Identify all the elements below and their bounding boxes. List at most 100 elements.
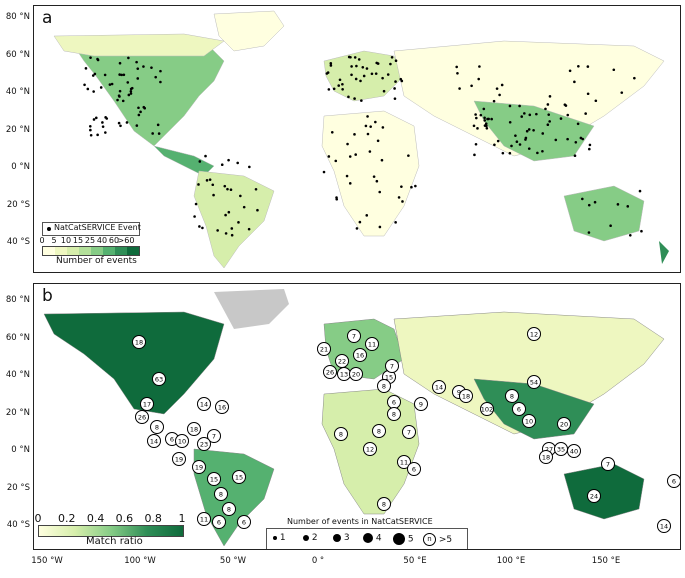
country-event-count-text: 102 xyxy=(481,406,493,414)
event-dot xyxy=(568,69,572,73)
country-event-count-text: 6 xyxy=(217,519,221,527)
event-dot xyxy=(226,187,229,191)
country-event-count-circle xyxy=(353,348,367,362)
country-event-count-circle xyxy=(522,414,536,428)
event-dot xyxy=(212,193,215,197)
country-event-count-text: 16 xyxy=(356,352,364,360)
lon-label: 0 ° xyxy=(311,556,325,566)
country-event-count-text: 11 xyxy=(200,516,208,524)
country-event-count: 12 xyxy=(363,442,377,456)
event-dot xyxy=(354,77,358,81)
event-dot xyxy=(159,69,162,73)
panel-a-colorbar-segment xyxy=(79,247,91,255)
country-event-count: 102 xyxy=(480,402,494,416)
country-event-count: 23 xyxy=(197,437,211,451)
country-event-count-circle xyxy=(397,455,411,469)
event-dot xyxy=(474,113,477,116)
lon-label: 50 °W xyxy=(219,556,247,566)
event-dot xyxy=(338,78,342,82)
lon-label: 100 °W xyxy=(124,556,156,566)
event-dot xyxy=(156,123,160,127)
panel-a-colorbar-tick: 0 xyxy=(39,236,45,245)
event-dot xyxy=(159,80,162,84)
event-dot xyxy=(99,86,103,89)
event-dot xyxy=(378,190,382,194)
event-dot xyxy=(224,213,227,217)
country-event-count: 20 xyxy=(349,367,363,381)
country-event-count-text: 16 xyxy=(218,404,226,412)
country-event-count: 63 xyxy=(152,372,166,386)
country-event-count-circle xyxy=(432,380,446,394)
country-event-count-text: 23 xyxy=(200,441,208,449)
event-dot xyxy=(366,115,369,118)
country-event-count-text: 54 xyxy=(530,379,538,387)
panel-a-colorbar-tick: 10 xyxy=(60,236,72,245)
event-dot xyxy=(493,143,496,147)
country-event-count-circle xyxy=(414,397,428,411)
country-event-count: 10 xyxy=(522,414,536,428)
size-legend-label: 2 xyxy=(309,533,318,543)
event-dot xyxy=(135,60,138,64)
country-event-count-text: 24 xyxy=(590,493,598,501)
event-dot xyxy=(586,92,590,96)
event-dot xyxy=(382,89,386,93)
event-dot xyxy=(485,127,489,130)
event-dot xyxy=(586,65,590,68)
panel-a-map: a NatCatSERVICE Event 0 5 10 15 25 40 60 >60 Nu… xyxy=(33,5,681,273)
north-america-b xyxy=(43,311,225,415)
event-dot xyxy=(393,87,396,90)
event-dot xyxy=(475,116,478,120)
country-event-count-text: 8 xyxy=(219,491,223,499)
event-dot xyxy=(92,90,95,93)
country-event-count-circle xyxy=(601,457,615,471)
event-dot xyxy=(574,141,578,144)
lat-label: 0 °N xyxy=(11,445,30,455)
country-event-count-circle xyxy=(365,337,379,351)
event-dot xyxy=(353,133,356,136)
event-dot xyxy=(374,72,378,75)
lon-label: 100 °E xyxy=(496,556,526,566)
event-dot xyxy=(327,155,331,158)
event-dot xyxy=(616,203,620,206)
event-dot xyxy=(355,227,359,230)
event-dot xyxy=(620,91,624,94)
event-dot xyxy=(355,64,358,68)
size-legend-dot xyxy=(333,533,341,542)
event-dot xyxy=(587,231,591,234)
event-dot xyxy=(476,127,479,130)
event-dot xyxy=(573,80,576,84)
event-dot xyxy=(566,137,569,141)
country-event-count: 11 xyxy=(197,512,211,526)
panel-a-event-legend: NatCatSERVICE Event xyxy=(42,222,141,236)
country-event-count-circle xyxy=(192,460,206,474)
event-dot xyxy=(94,116,98,120)
lat-label: 60 °N xyxy=(5,332,30,343)
event-dot xyxy=(139,110,142,114)
new-zealand xyxy=(659,241,669,264)
event-dot xyxy=(559,117,563,120)
event-dot xyxy=(116,98,119,102)
event-dot xyxy=(532,128,535,132)
size-legend-dot xyxy=(393,533,405,545)
country-event-count: 16 xyxy=(353,348,367,362)
country-event-count-text: 26 xyxy=(326,369,334,377)
country-event-count: 19 xyxy=(192,460,206,474)
country-event-count-text: 11 xyxy=(368,341,376,349)
country-event-count-circle xyxy=(347,329,361,343)
event-dot xyxy=(229,188,233,192)
country-event-count: 6 xyxy=(667,474,680,488)
event-dot xyxy=(101,125,105,129)
event-dot xyxy=(137,113,141,117)
event-dot xyxy=(220,163,224,167)
event-dot xyxy=(364,124,368,128)
country-event-count: 6 xyxy=(512,402,526,416)
panel-a-colorbar-bar xyxy=(42,246,140,256)
event-dot xyxy=(528,113,532,117)
country-event-count-circle xyxy=(222,502,236,516)
event-dot xyxy=(628,234,632,237)
country-event-count: 35 xyxy=(554,442,568,456)
country-event-count-circle xyxy=(135,410,149,424)
event-dot xyxy=(365,67,369,70)
country-event-count-text: 18 xyxy=(462,393,470,401)
event-dot xyxy=(341,87,344,91)
